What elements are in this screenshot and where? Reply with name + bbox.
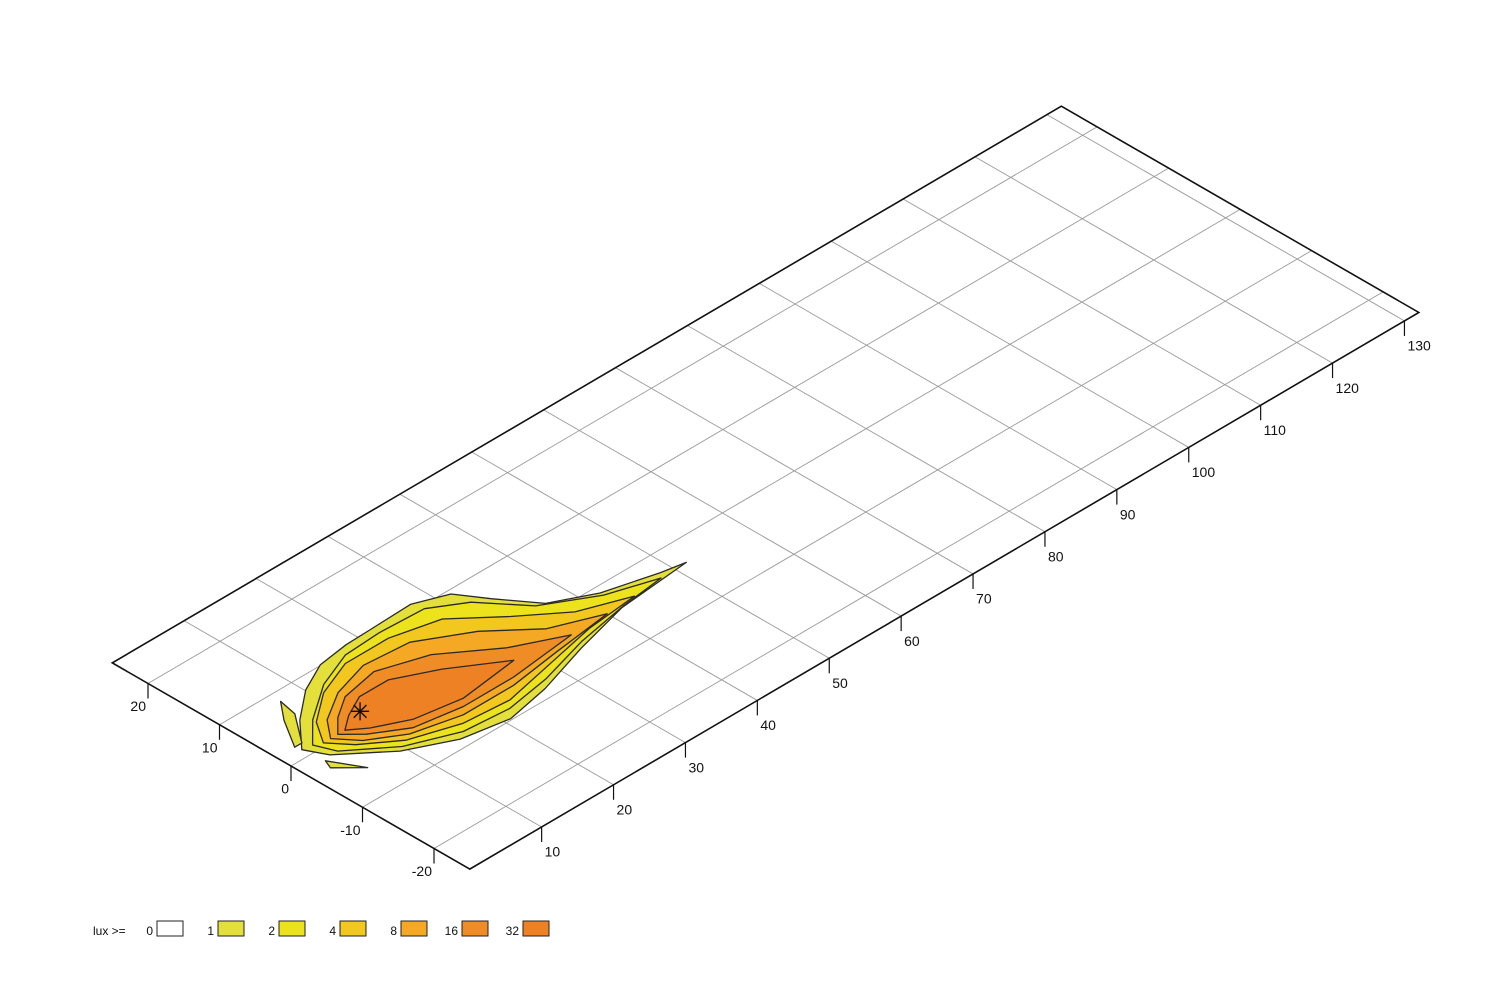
grid-line	[433, 291, 1384, 849]
isolux-contour	[344, 659, 515, 731]
x-tick-label: 120	[1336, 380, 1360, 396]
legend-label: 4	[329, 924, 336, 938]
y-tick-label: -10	[340, 822, 360, 838]
legend-label: 32	[506, 924, 520, 938]
y-tick-label: 20	[130, 698, 146, 714]
x-tick-label: 130	[1407, 338, 1431, 354]
luminaire-stroke	[353, 704, 367, 719]
x-tick-label: 90	[1120, 506, 1136, 522]
legend-title: lux >=	[93, 924, 126, 938]
y-tick-label: 0	[281, 781, 289, 797]
legend-label: 0	[146, 924, 153, 938]
legend-swatch	[522, 920, 550, 937]
legend-swatch	[278, 920, 306, 937]
plane-border	[110, 105, 1421, 871]
legend: lux >= 0 1 2 4 8 16 32	[93, 920, 550, 938]
x-tick-label: 100	[1192, 464, 1216, 480]
isolux-contour	[279, 700, 303, 748]
x-tick-label: 20	[617, 801, 633, 817]
legend-swatch	[156, 920, 184, 937]
x-tick-label: 60	[904, 633, 920, 649]
x-tick-label: 40	[760, 717, 776, 733]
grid-line	[147, 126, 1098, 684]
luminaire	[351, 702, 370, 721]
legend-label: 8	[390, 924, 397, 938]
legend-label: 2	[268, 924, 275, 938]
isolux-contour	[324, 760, 369, 769]
contours	[279, 561, 687, 769]
grid-line	[362, 250, 1312, 808]
legend-label: 1	[207, 924, 214, 938]
y-tick-label: -20	[412, 863, 432, 879]
x-tick-label: 70	[976, 591, 992, 607]
legend-label: 16	[445, 924, 459, 938]
legend-swatch	[400, 920, 428, 937]
y-tick-label: 10	[202, 739, 218, 755]
x-tick-label: 110	[1264, 422, 1287, 438]
x-tick-label: 50	[832, 675, 848, 691]
x-tick-label: 30	[688, 759, 704, 775]
x-tick-label: 10	[545, 844, 561, 860]
legend-swatch	[217, 920, 245, 937]
x-tick-label: 80	[1048, 548, 1064, 564]
legend-swatch	[461, 920, 489, 937]
legend-swatch	[339, 920, 367, 937]
grid	[147, 114, 1405, 849]
